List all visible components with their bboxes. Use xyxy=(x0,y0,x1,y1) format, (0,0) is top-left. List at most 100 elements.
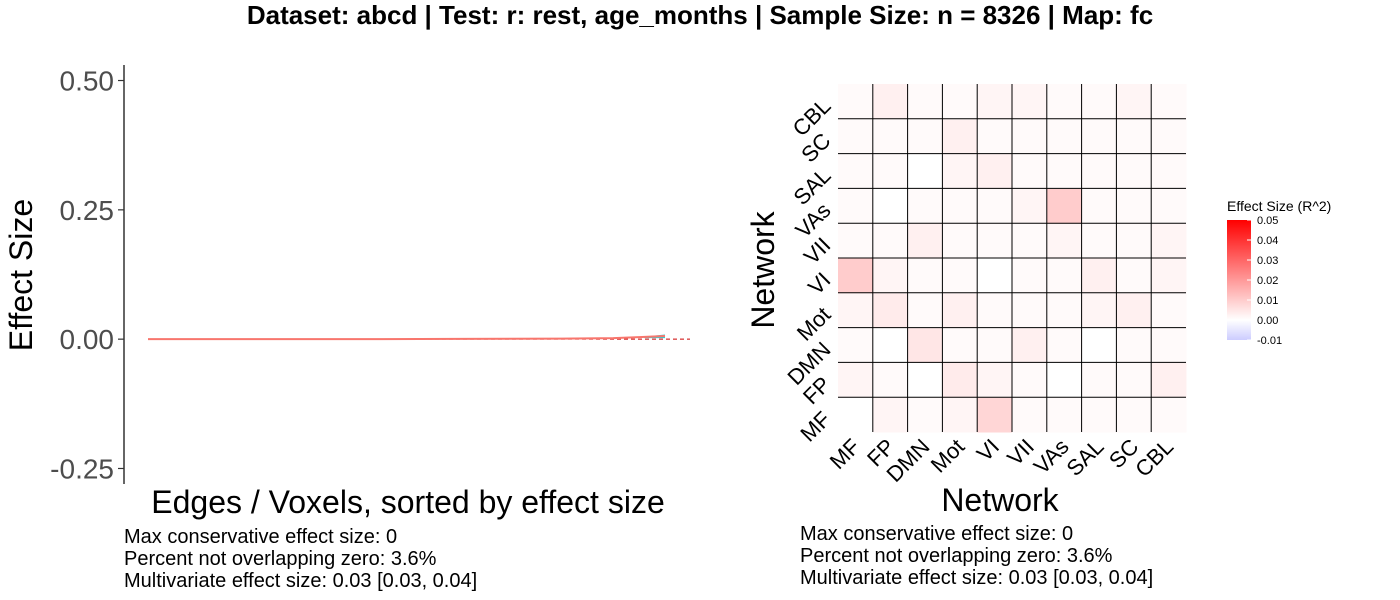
heatmap-note-percent-overlap: Percent not overlapping zero: 3.6% xyxy=(800,545,1113,567)
legend-ticks: 0.05 0.04 0.03 0.02 0.01 0.00 -0.01 xyxy=(1247,215,1282,347)
heat-cell-Mot-FP xyxy=(872,292,909,329)
heat-cell-VI-FP xyxy=(872,258,909,294)
heat-cell-CBL-Mot xyxy=(942,84,978,120)
heat-cell-DMN-VI xyxy=(977,327,1013,363)
y-tick-label-VAs: VAs xyxy=(790,198,835,243)
heat-cell-DMN-CBL xyxy=(1151,327,1187,363)
heat-cell-CBL-DMN xyxy=(907,84,943,120)
heat-cell-Mot-MF xyxy=(838,292,874,329)
heat-cell-VII-VI xyxy=(977,223,1013,259)
y-axis-title: Effect Size xyxy=(3,199,39,351)
heat-cell-DMN-VII xyxy=(1012,327,1048,363)
note-multivariate: Multivariate effect size: 0.03 [0.03, 0.… xyxy=(124,570,477,592)
heat-cell-MF-CBL xyxy=(1151,397,1187,433)
y-tick-label-VI: VI xyxy=(803,267,835,299)
heat-cell-SC-DMN xyxy=(907,118,943,155)
line-series-group xyxy=(148,335,666,341)
heat-cell-MF-VII xyxy=(1012,397,1048,433)
heat-cell-SAL-CBL xyxy=(1151,153,1187,189)
heat-cell-Mot-SC xyxy=(1116,292,1152,329)
heat-cell-CBL-VII xyxy=(1012,84,1048,120)
heat-cell-VII-Mot xyxy=(942,223,978,259)
legend-tick-label-2: 0.03 xyxy=(1257,255,1278,267)
heat-cell-FP-VAs xyxy=(1046,362,1083,398)
heat-cell-FP-Mot xyxy=(942,362,978,398)
heatmap-note-max-conservative: Max conservative effect size: 0 xyxy=(800,523,1073,545)
heat-cell-VAs-CBL xyxy=(1151,188,1187,224)
heat-cell-CBL-CBL xyxy=(1151,84,1187,120)
heat-cell-VII-SC xyxy=(1116,223,1152,259)
y-tick-label-CBL: CBL xyxy=(788,93,836,141)
heat-cell-VII-VII xyxy=(1012,223,1048,259)
heat-cell-MF-SAL xyxy=(1081,397,1117,433)
legend-tick-label-0: 0.05 xyxy=(1257,215,1278,227)
heat-cell-DMN-SAL xyxy=(1081,327,1117,363)
heat-cell-CBL-VI xyxy=(977,84,1013,120)
heat-cell-SAL-MF xyxy=(838,153,874,189)
x-tick-label-SAL: SAL xyxy=(1061,434,1108,481)
heat-cell-MF-VI xyxy=(977,397,1013,433)
heatmap-grid xyxy=(838,84,1186,432)
heat-cell-SC-CBL xyxy=(1151,118,1187,155)
y-tick-label-SAL: SAL xyxy=(788,163,835,210)
heat-cell-MF-SC xyxy=(1116,397,1152,433)
y-tick-label-0: 0.50 xyxy=(60,66,115,97)
heat-cell-SC-VAs xyxy=(1046,118,1083,155)
heat-cell-VI-MF xyxy=(838,258,874,294)
heat-cell-SC-VI xyxy=(977,118,1013,155)
heat-cell-SC-SAL xyxy=(1081,118,1117,155)
note-percent-overlap: Percent not overlapping zero: 3.6% xyxy=(124,548,437,570)
heat-cell-SC-VII xyxy=(1012,118,1048,155)
heat-cell-FP-SAL xyxy=(1081,362,1117,398)
heat-cell-FP-MF xyxy=(838,362,874,398)
heat-cell-Mot-VII xyxy=(1012,292,1048,329)
heat-cell-Mot-DMN xyxy=(907,292,943,329)
heatmap-y-axis-title: Network xyxy=(745,210,781,328)
heat-cell-SAL-VII xyxy=(1012,153,1048,189)
heat-cell-VAs-VAs xyxy=(1046,188,1083,224)
x-tick-label-VI: VI xyxy=(972,434,1004,466)
heat-cell-VAs-VII xyxy=(1012,188,1048,224)
heat-cell-FP-FP xyxy=(872,362,909,398)
note-max-conservative: Max conservative effect size: 0 xyxy=(124,526,397,548)
legend-title: Effect Size (R^2) xyxy=(1227,198,1331,214)
heat-cell-VAs-FP xyxy=(872,188,909,224)
heat-cell-SAL-DMN xyxy=(907,153,943,189)
heatmap-note-multivariate: Multivariate effect size: 0.03 [0.03, 0.… xyxy=(800,567,1153,589)
y-tick-label-2: 0.00 xyxy=(60,324,115,355)
legend-tick-label-1: 0.04 xyxy=(1257,235,1278,247)
x-tick-label-CBL: CBL xyxy=(1130,434,1178,482)
heat-cell-SC-SC xyxy=(1116,118,1152,155)
heat-cell-VI-Mot xyxy=(942,258,978,294)
y-tick-label-1: 0.25 xyxy=(60,195,115,226)
heat-cell-DMN-VAs xyxy=(1046,327,1083,363)
heat-cell-MF-MF xyxy=(838,397,874,433)
heat-cell-SC-FP xyxy=(872,118,909,155)
heatmap-cells xyxy=(838,84,1187,433)
x-tick-label-Mot: Mot xyxy=(926,434,970,478)
heat-cell-Mot-CBL xyxy=(1151,292,1187,329)
legend-tick-label-4: 0.01 xyxy=(1257,295,1278,307)
y-tick-label-3: -0.25 xyxy=(50,453,114,484)
heat-cell-FP-VII xyxy=(1012,362,1048,398)
heat-cell-SAL-FP xyxy=(872,153,909,189)
heat-cell-Mot-VAs xyxy=(1046,292,1083,329)
heat-cell-VAs-SC xyxy=(1116,188,1152,224)
effect-size-line-chart: 0.50 0.25 0.00 -0.25 Effect Size Edges / Vo… xyxy=(3,65,690,592)
y-tick-label-MF: MF xyxy=(795,406,835,446)
heat-cell-VI-VII xyxy=(1012,258,1048,294)
figure-title: Dataset: abcd | Test: r: rest, age_month… xyxy=(247,0,1153,30)
heat-cell-CBL-MF xyxy=(838,84,874,120)
heat-cell-FP-VI xyxy=(977,362,1013,398)
heat-cell-FP-SC xyxy=(1116,362,1152,398)
heat-cell-DMN-MF xyxy=(838,327,874,363)
heat-cell-VII-FP xyxy=(872,223,909,259)
legend-tick-label-3: 0.02 xyxy=(1257,275,1278,287)
heat-cell-SAL-SAL xyxy=(1081,153,1117,189)
heat-cell-SAL-VI xyxy=(977,153,1013,189)
heat-cell-VI-VAs xyxy=(1046,258,1083,294)
heat-cell-DMN-Mot xyxy=(942,327,978,363)
heat-cell-VII-DMN xyxy=(907,223,943,259)
